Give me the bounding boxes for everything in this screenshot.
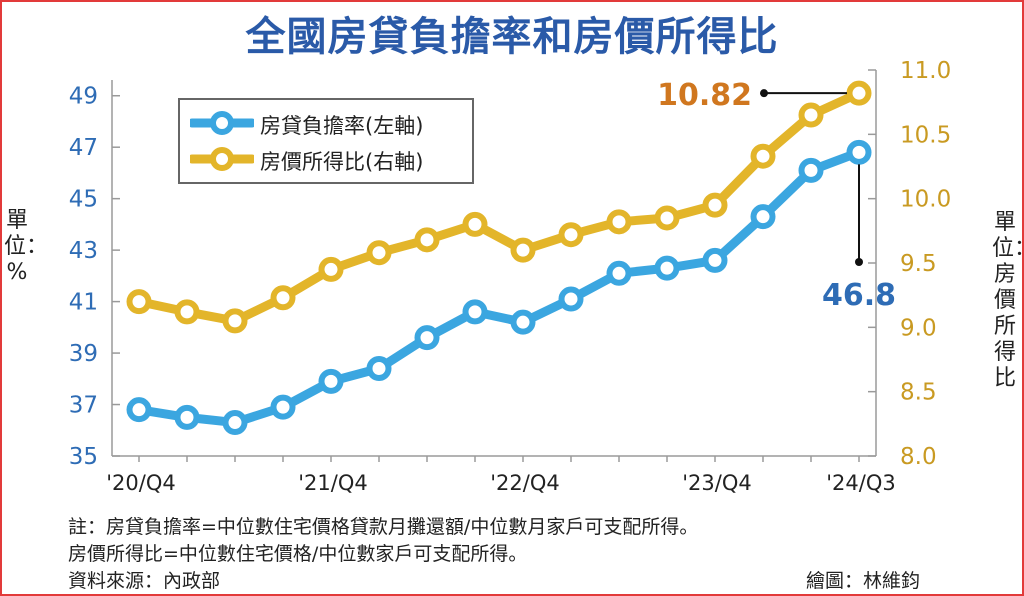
annotations: 10.82 46.8	[657, 78, 896, 313]
data-point-price-income	[750, 143, 776, 169]
data-point-price-income	[510, 237, 536, 263]
data-point-mortgage	[174, 404, 200, 430]
note-line-1: 註：房貸負擔率=中位數住宅價格貸款月攤還額/中位數月家戶可支配所得。	[68, 516, 699, 538]
data-point-price-income	[366, 240, 392, 266]
data-point-mortgage	[366, 356, 392, 382]
x-axis: '20/Q4 '21/Q4 '22/Q4 '23/Q4 '24/Q3	[106, 455, 896, 495]
data-point-mortgage	[654, 255, 680, 281]
data-point-price-income	[318, 256, 344, 282]
data-point-mortgage	[606, 260, 632, 286]
chart-title: 全國房貸負擔率和房價所得比	[245, 14, 779, 60]
annotation-label-price-income: 10.82	[657, 78, 752, 113]
data-point-mortgage	[510, 309, 536, 335]
annotation-dot-mortgage	[855, 258, 863, 266]
series-line-mortgage	[134, 147, 864, 428]
data-point-mortgage	[702, 247, 728, 273]
data-point-mortgage	[270, 394, 296, 420]
left-axis-tick-label: 49	[69, 84, 98, 110]
right-axis-tick-label: 11.0	[900, 58, 951, 84]
series-group	[126, 80, 872, 436]
data-point-mortgage	[318, 368, 344, 394]
right-axis: 8.0 8.5 9.0 9.5 10.0 10.5 11.0	[868, 58, 951, 470]
right-axis-tick-label: 10.5	[900, 122, 951, 148]
legend-label-price-income: 房價所得比(右軸)	[260, 150, 424, 174]
note-line-2: 房價所得比=中位數住宅價格/中位數家戶可支配所得。	[68, 543, 528, 565]
data-point-mortgage	[558, 286, 584, 312]
data-point-price-income	[702, 192, 728, 218]
legend-swatch-mortgage	[190, 111, 254, 135]
x-axis-tick-label: '23/Q4	[682, 471, 751, 495]
x-axis-tick-label: '20/Q4	[106, 471, 175, 495]
left-axis-tick-label: 39	[69, 341, 98, 367]
right-axis-tick-label: 8.5	[900, 380, 937, 406]
left-axis-tick-label: 35	[69, 444, 98, 470]
legend: 房貸負擔率(左軸) 房價所得比(右軸)	[178, 98, 474, 184]
legend-item-price-income: 房價所得比(右軸)	[180, 144, 470, 174]
data-point-price-income	[414, 227, 440, 253]
data-point-mortgage	[462, 299, 488, 325]
right-axis-tick-label: 10.0	[900, 187, 951, 213]
right-axis-tick-label: 9.0	[900, 315, 937, 341]
data-point-price-income	[174, 299, 200, 325]
left-axis-tick-label: 47	[69, 135, 98, 161]
data-point-price-income	[558, 222, 584, 248]
credit-note: 繪圖：林維鈞	[806, 570, 921, 592]
data-point-price-income	[846, 80, 872, 106]
left-axis-tick-label: 41	[69, 290, 98, 316]
data-point-price-income	[222, 308, 248, 334]
x-axis-tick-label: '21/Q4	[298, 471, 367, 495]
series-line-price-income	[134, 88, 864, 326]
data-point-mortgage	[798, 157, 824, 183]
data-point-price-income	[126, 289, 152, 315]
data-point-price-income	[798, 102, 824, 128]
data-point-mortgage	[750, 204, 776, 230]
source-note: 資料來源：內政部	[68, 570, 221, 592]
legend-swatch-price-income	[190, 147, 254, 171]
x-axis-tick-label: '22/Q4	[490, 471, 559, 495]
left-axis-tick-label: 43	[69, 238, 98, 264]
annotation-label-mortgage: 46.8	[822, 278, 896, 313]
data-point-mortgage	[846, 139, 872, 165]
right-axis-tick-label: 8.0	[900, 444, 937, 470]
annotation-dot-price-income	[760, 89, 768, 98]
data-point-mortgage	[414, 325, 440, 351]
data-point-price-income	[606, 209, 632, 235]
legend-item-mortgage: 房貸負擔率(左軸)	[180, 108, 470, 138]
data-point-price-income	[654, 205, 680, 231]
data-point-price-income	[462, 211, 488, 237]
x-axis-tick-label: '24/Q3	[826, 471, 895, 495]
left-axis: 35 37 39 41 43 45 47 49	[69, 80, 120, 470]
data-point-mortgage	[222, 410, 248, 436]
left-axis-tick-label: 45	[69, 187, 98, 213]
data-point-price-income	[270, 285, 296, 311]
legend-label-mortgage: 房貸負擔率(左軸)	[260, 114, 424, 138]
left-axis-tick-label: 37	[69, 393, 98, 419]
data-point-mortgage	[126, 397, 152, 423]
right-axis-tick-label: 9.5	[900, 251, 937, 277]
